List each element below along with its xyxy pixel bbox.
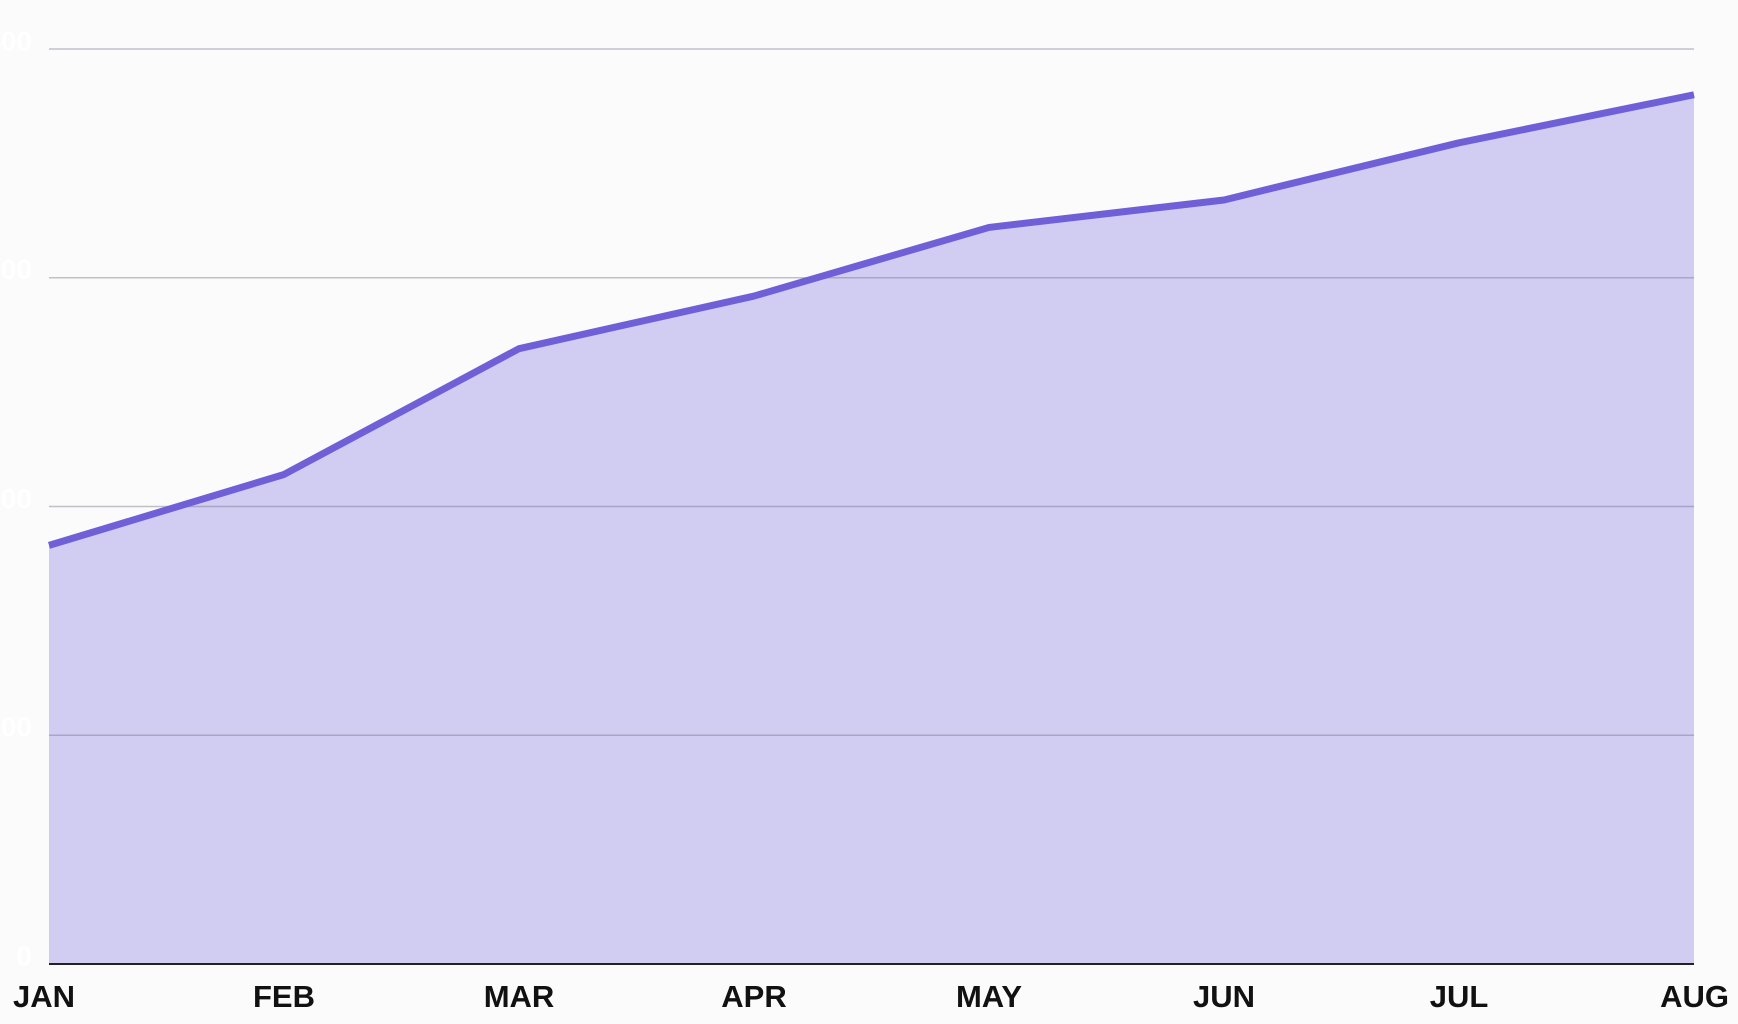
y-tick-label: 400 (0, 25, 32, 56)
x-tick-label: APR (721, 979, 786, 1014)
x-tick-label: MAY (956, 979, 1022, 1014)
y-tick-label: 200 (0, 483, 32, 514)
y-tick-label: 0 (16, 940, 32, 971)
line (47, 91, 1695, 549)
y-tick-label: 300 (0, 254, 32, 285)
x-tick-label: AUG (1660, 979, 1729, 1014)
x-tick-label: FEB (253, 979, 315, 1014)
y-tick-label: 100 (0, 712, 32, 743)
x-tick-label: JAN (13, 979, 75, 1014)
x-tick-label: JUN (1193, 979, 1255, 1014)
area-fill (49, 94, 1694, 964)
x-tick-label: MAR (484, 979, 555, 1014)
x-tick-label: JUL (1430, 979, 1489, 1014)
